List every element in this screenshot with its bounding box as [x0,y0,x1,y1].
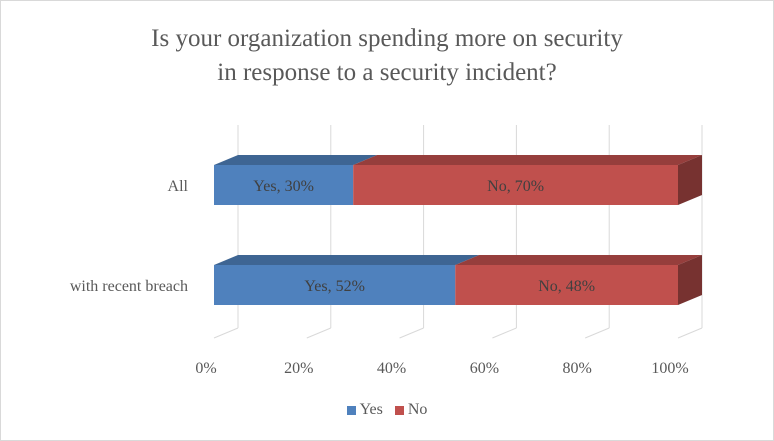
x-tick-label: 20% [284,360,313,377]
legend-swatch-no [394,405,404,415]
bar-side-face [678,155,702,205]
legend-item-yes: Yes [346,401,383,419]
category-label: All [168,178,189,195]
data-label: No, 70% [487,178,544,195]
category-label: with recent breach [70,278,188,295]
data-label: No, 48% [538,278,595,295]
gridline-floor [213,327,239,339]
x-tick-label: 0% [195,360,216,377]
gridline-floor [585,327,610,339]
bar-no [455,265,678,305]
legend: Yes No [0,401,774,420]
bar-top-face [455,255,702,265]
bar-yes [214,165,354,205]
gridline-floor [399,327,424,339]
x-tick-label: 40% [377,360,406,377]
legend-label-no: No [407,401,428,418]
bar-top-face [353,155,702,165]
x-tick-label: 80% [563,360,592,377]
x-tick-label: 60% [470,360,499,377]
chart-title-line-1: Is your organization spending more on se… [151,25,623,52]
legend-swatch-yes [346,405,356,415]
legend-item-no: No [394,401,428,419]
gridline-floor [306,327,331,339]
x-tick-label: 100% [651,360,688,377]
bar-no [353,165,678,205]
data-label: Yes, 30% [253,178,314,195]
gridline-floor [677,327,703,339]
bar-side-face [678,255,702,305]
chart-title: Is your organization spending more on se… [0,22,774,90]
data-label: Yes, 52% [304,278,365,295]
bar-top-face [214,155,378,165]
legend-label-yes: Yes [359,401,383,418]
bar-top-face [214,255,480,265]
chart-title-line-2: in response to a security incident? [217,59,557,86]
bar-yes [214,265,456,305]
gridline-floor [492,327,517,339]
